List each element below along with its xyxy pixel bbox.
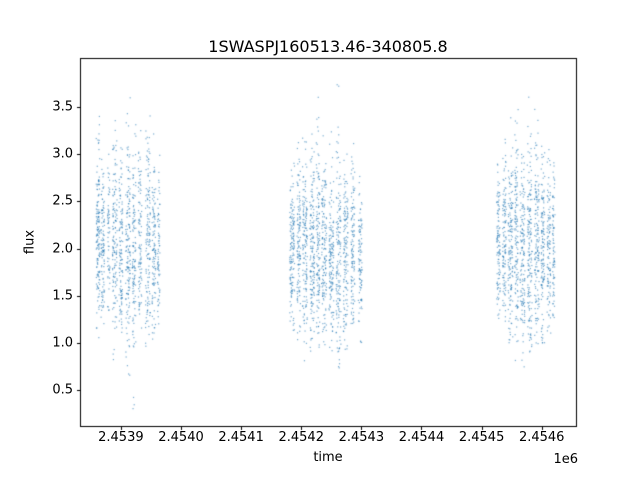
x-tick-label: 2.4539 — [98, 430, 144, 445]
x-tick-label: 2.4544 — [398, 430, 445, 445]
y-tick-label: 2.0 — [52, 241, 73, 257]
x-tick-label: 2.4545 — [458, 430, 505, 445]
y-tick-label: 0.5 — [52, 382, 73, 398]
x-tick-label: 2.4546 — [518, 430, 565, 445]
x-tick-label: 2.4540 — [158, 430, 204, 445]
y-axis-label: flux — [22, 229, 38, 255]
y-tick-label: 2.5 — [52, 193, 73, 209]
x-tick-label: 2.4543 — [338, 430, 385, 445]
chart-title: 1SWASPJ160513.46-340805.8 — [208, 37, 448, 56]
x-tick-label: 2.4541 — [218, 430, 264, 445]
y-tick-label: 1.5 — [52, 288, 73, 304]
y-tick-label: 3.0 — [52, 146, 73, 162]
y-tick-label: 3.5 — [52, 99, 73, 115]
x-axis-offset-label: 1e6 — [553, 452, 578, 467]
y-tick-label: 1.0 — [52, 335, 73, 351]
x-axis-label: time — [313, 450, 343, 465]
x-tick-label: 2.4542 — [278, 430, 324, 445]
